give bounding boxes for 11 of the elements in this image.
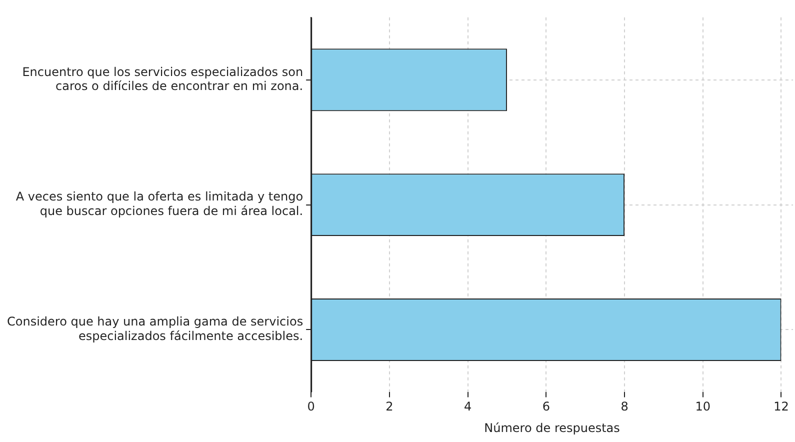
y-tick-label: Encuentro que los servicios especializados son caros o difíciles de encontrar en mi zona. (22, 64, 304, 94)
x-tick-label: 4 (464, 400, 472, 414)
x-tick-label: 10 (695, 400, 711, 414)
x-axis-title: Número de respuestas (484, 420, 620, 435)
y-tick-label: A veces siento que la oferta es limitada y tengo que buscar opciones fuera de mi área local. (16, 190, 304, 218)
x-tick-label: 12 (774, 400, 789, 414)
x-tick-label: 6 (542, 400, 550, 414)
y-tick-label: Considero que hay una amplia gama de servicios especializados fácilmente accesibles. (6, 314, 304, 344)
x-tick-label: 2 (386, 400, 394, 414)
x-tick-label: 0 (307, 400, 315, 414)
x-tick-label: 8 (620, 400, 628, 414)
